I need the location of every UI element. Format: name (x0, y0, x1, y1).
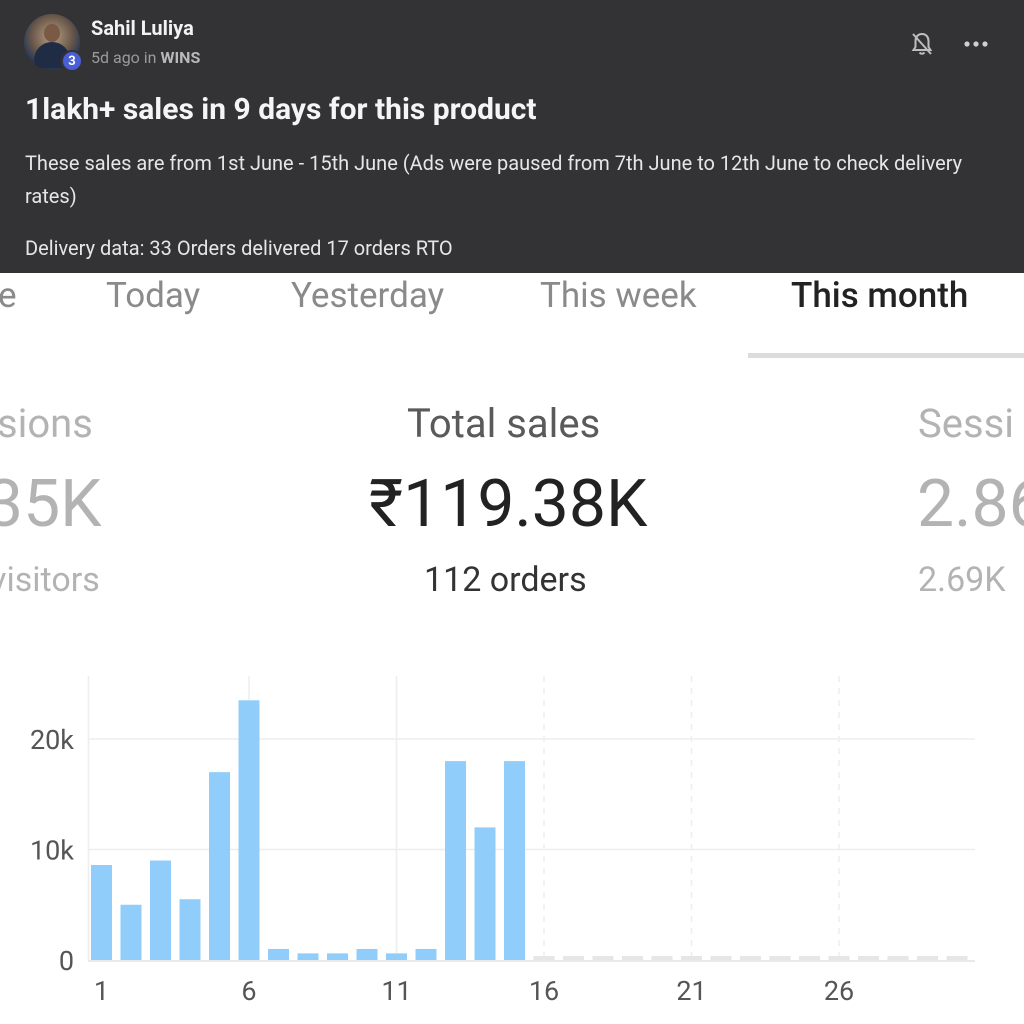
bar-day-30-empty (946, 956, 968, 960)
tab-yesterday[interactable]: Yesterday (291, 275, 445, 316)
bar-day-2 (120, 904, 142, 960)
bar-day-29-empty (917, 956, 938, 960)
bar-day-13 (445, 761, 466, 960)
bar-day-11 (386, 953, 407, 960)
metric-right-value: 2.86 (917, 466, 1024, 543)
tab-partial[interactable]: e (0, 275, 17, 316)
bar-day-15 (504, 761, 525, 960)
total-sales-label[interactable]: Total sales (407, 400, 601, 447)
bar-day-6 (238, 700, 260, 960)
x-tick-label: 1 (94, 975, 109, 1007)
bar-day-21-empty (681, 956, 702, 960)
bar-day-19-empty (622, 956, 643, 960)
bar-day-17-empty (563, 956, 584, 960)
metric-left-label: sions (0, 400, 93, 447)
total-orders: 112 orders (424, 560, 587, 600)
x-tick-label: 16 (529, 975, 559, 1007)
bar-day-24-empty (769, 956, 791, 960)
bar-day-18-empty (592, 956, 614, 960)
bar-day-14 (474, 827, 496, 960)
total-sales-value: ₹119.38K (369, 466, 648, 543)
active-tab-indicator (748, 353, 1024, 358)
post-in-word: in (143, 48, 157, 67)
bar-day-7 (268, 948, 289, 960)
post-group-link[interactable]: WINS (160, 48, 201, 67)
bar-day-3 (150, 860, 171, 960)
avatar-head (44, 24, 60, 42)
y-tick-label: 0 (59, 945, 74, 977)
metric-right-label[interactable]: Sessi (918, 400, 1014, 447)
x-tick-label: 11 (381, 975, 411, 1007)
bar-day-9 (327, 953, 348, 960)
metric-right-sub: 2.69K (918, 560, 1006, 600)
post-delivery-data: Delivery data: 33 Orders delivered 17 or… (25, 236, 453, 260)
bar-day-4 (179, 899, 201, 960)
x-tick-label: 6 (241, 975, 256, 1007)
bar-day-16-empty (533, 956, 555, 960)
community-post: 3 Sahil Luliya 5d ago in WINS 1lakh+ sal… (0, 0, 1024, 273)
y-tick-label: 10k (30, 835, 74, 867)
post-title: 1lakh+ sales in 9 days for this product (25, 92, 537, 127)
bar-day-26-empty (828, 956, 850, 960)
bar-day-22-empty (710, 956, 732, 960)
bar-day-28-empty (887, 956, 909, 960)
y-tick-label: 20k (30, 724, 74, 756)
level-badge: 3 (61, 50, 83, 72)
bar-day-1 (91, 864, 112, 960)
more-horizontal-icon[interactable] (962, 34, 990, 54)
bar-day-5 (209, 772, 230, 960)
post-time: 5d ago (91, 48, 140, 67)
x-tick-label: 26 (824, 975, 854, 1007)
bar-day-23-empty (740, 956, 761, 960)
author-avatar[interactable] (24, 14, 80, 70)
tab-today[interactable]: Today (106, 275, 201, 316)
bar-day-12 (415, 948, 437, 960)
tab-this-week[interactable]: This week (540, 275, 697, 316)
bar-day-10 (356, 948, 378, 960)
metric-left-value: 35K (0, 466, 102, 543)
bar-day-27-empty (858, 956, 879, 960)
bell-off-icon[interactable] (908, 30, 936, 58)
author-name[interactable]: Sahil Luliya (91, 16, 194, 40)
tab-this-month[interactable]: This month (791, 275, 969, 316)
metric-left-sub: visitors (0, 560, 100, 600)
x-tick-label: 21 (676, 975, 706, 1007)
post-meta: 5d ago in WINS (91, 48, 200, 67)
bar-day-8 (297, 953, 319, 960)
post-body: These sales are from 1st June - 15th Jun… (25, 151, 963, 208)
bar-day-20-empty (651, 956, 673, 960)
bar-day-25-empty (799, 956, 820, 960)
